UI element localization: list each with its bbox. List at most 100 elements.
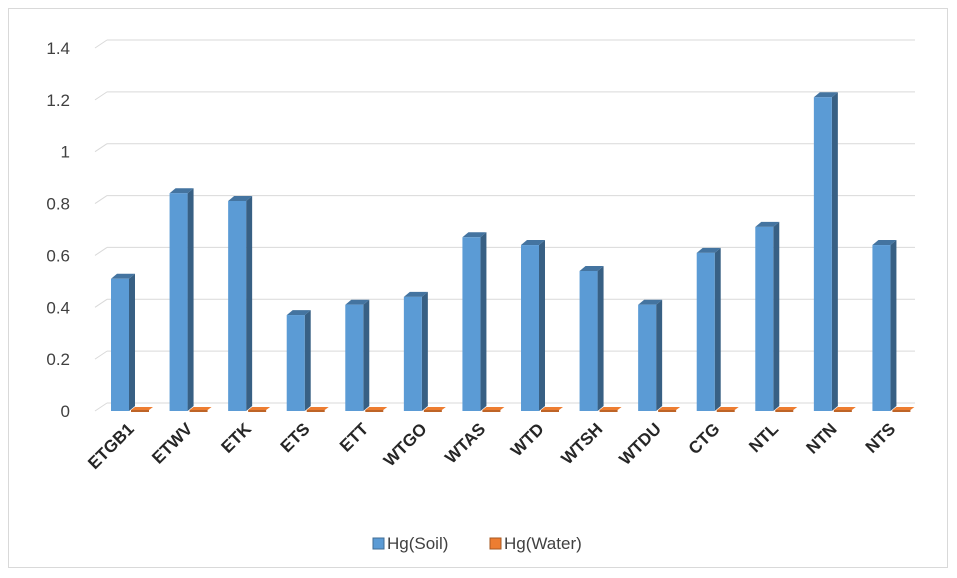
bar-front bbox=[579, 270, 598, 411]
bar-hg-soil bbox=[579, 265, 604, 411]
bar-side bbox=[187, 188, 194, 411]
bar-top bbox=[189, 407, 212, 410]
gridline-depth bbox=[94, 143, 108, 153]
y-tick-label: 1 bbox=[61, 143, 70, 162]
bar-front bbox=[813, 97, 832, 411]
bar-top bbox=[345, 299, 370, 305]
bar-hg-soil bbox=[169, 188, 194, 411]
x-category-label: WTD bbox=[507, 419, 548, 460]
bar-side bbox=[539, 240, 545, 411]
bar-front bbox=[482, 410, 501, 412]
bar-front bbox=[638, 304, 657, 411]
legend-swatch bbox=[372, 537, 385, 550]
bar-side bbox=[363, 299, 370, 411]
bar-hg-soil bbox=[345, 299, 370, 411]
bar-top bbox=[813, 92, 838, 98]
bar-hg-water bbox=[482, 407, 505, 412]
bar-hg-soil bbox=[813, 92, 838, 411]
bar-front bbox=[169, 193, 188, 411]
x-category-label: WTDU bbox=[615, 419, 664, 468]
bar-top bbox=[541, 407, 563, 410]
bar-top bbox=[775, 407, 798, 410]
gridline-depth bbox=[94, 298, 108, 308]
y-tick-label: 0.8 bbox=[46, 195, 70, 214]
bar-front bbox=[403, 296, 422, 411]
bar-front bbox=[228, 200, 247, 411]
bar-hg-water bbox=[541, 407, 563, 412]
bar-top bbox=[892, 407, 915, 410]
bar-hg-water bbox=[833, 407, 856, 412]
bar-front bbox=[833, 410, 852, 412]
legend-label: Hg(Water) bbox=[504, 534, 582, 553]
gridline-depth bbox=[94, 91, 108, 101]
bars bbox=[111, 92, 915, 412]
gridline-depth bbox=[94, 247, 108, 256]
x-category-label: ETWV bbox=[148, 419, 197, 468]
bar-hg-soil bbox=[872, 240, 897, 411]
bar-front bbox=[111, 278, 129, 411]
gridlines bbox=[94, 39, 915, 412]
y-tick-label: 1.4 bbox=[46, 39, 70, 58]
bar-side bbox=[714, 247, 721, 411]
bar-side bbox=[773, 221, 780, 411]
bar-front bbox=[189, 410, 208, 412]
bar-top bbox=[286, 310, 311, 316]
bar-side bbox=[421, 291, 428, 411]
y-tick-label: 0 bbox=[61, 402, 70, 421]
bar-hg-soil bbox=[111, 273, 135, 411]
bar-side bbox=[304, 310, 311, 411]
bar-front bbox=[521, 245, 539, 411]
legend-item: Hg(Soil) bbox=[372, 534, 448, 553]
bar-top bbox=[131, 407, 153, 410]
bar-top bbox=[111, 273, 135, 279]
legend-swatch bbox=[489, 537, 502, 550]
bar-top bbox=[599, 407, 622, 410]
bar-top bbox=[658, 407, 681, 410]
bar-side bbox=[480, 232, 487, 411]
bar-top bbox=[403, 291, 428, 297]
bar-hg-soil bbox=[755, 221, 780, 411]
bar-front bbox=[131, 410, 149, 412]
bar-hg-soil bbox=[696, 247, 721, 411]
bar-front bbox=[286, 315, 305, 411]
bar-top bbox=[872, 240, 897, 246]
bar-side bbox=[656, 299, 663, 411]
bar-side bbox=[246, 195, 253, 411]
legend-label: Hg(Soil) bbox=[387, 534, 448, 553]
bar-hg-soil bbox=[286, 310, 311, 411]
bar-top bbox=[482, 407, 505, 410]
legend-item: Hg(Water) bbox=[489, 534, 582, 553]
x-category-label: ETT bbox=[336, 419, 373, 456]
x-category-label: NTN bbox=[803, 419, 841, 457]
bar-hg-soil bbox=[521, 240, 545, 411]
bar-hg-water bbox=[189, 407, 212, 412]
gridline-depth bbox=[94, 402, 108, 412]
bar-top bbox=[521, 240, 545, 246]
bar-top bbox=[716, 407, 739, 410]
bar-front bbox=[345, 304, 364, 411]
x-axis-categories: ETGB1 ETWV ETK ETS ETT WTGO WTAS WTD WTSH WTDU CTG… bbox=[84, 419, 899, 473]
bar-hg-soil bbox=[638, 299, 663, 411]
x-category-label: ETGB1 bbox=[84, 419, 138, 473]
bar-front bbox=[462, 237, 481, 411]
bar-top bbox=[755, 221, 780, 227]
x-category-label: WTSH bbox=[558, 419, 607, 468]
bar-top bbox=[462, 232, 487, 238]
bar-hg-water bbox=[365, 407, 388, 412]
bar-hg-soil bbox=[403, 291, 428, 411]
bar-hg-water bbox=[306, 407, 329, 412]
bar-hg-water bbox=[892, 407, 915, 412]
x-category-label: CTG bbox=[685, 419, 724, 458]
bar-front bbox=[599, 410, 618, 412]
bar-top bbox=[169, 188, 194, 194]
bar-front bbox=[365, 410, 384, 412]
x-category-label: WTAS bbox=[441, 419, 489, 467]
bar-hg-water bbox=[658, 407, 681, 412]
bar-top bbox=[365, 407, 388, 410]
bar-hg-water bbox=[599, 407, 622, 412]
bar-top bbox=[248, 407, 271, 410]
bar-side bbox=[831, 92, 838, 411]
x-category-label: NTL bbox=[745, 419, 782, 456]
y-tick-label: 0.4 bbox=[46, 298, 70, 317]
bar-front bbox=[541, 410, 559, 412]
